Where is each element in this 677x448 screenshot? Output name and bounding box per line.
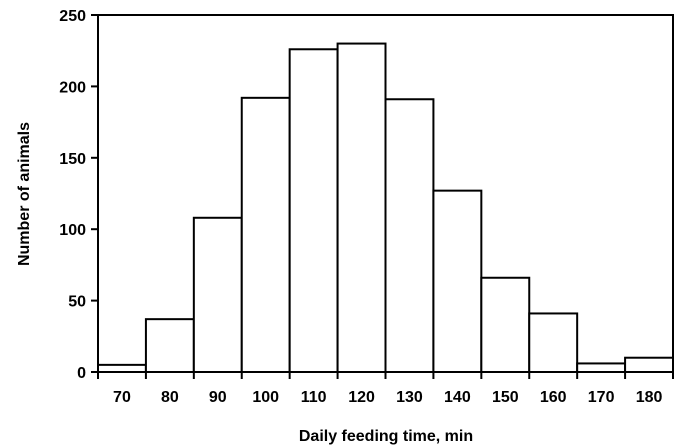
x-axis-title: Daily feeding time, min <box>299 428 473 445</box>
y-tick-label: 50 <box>68 294 86 311</box>
y-tick-label: 200 <box>59 79 86 96</box>
histogram-bar <box>624 356 674 374</box>
histogram-bar <box>97 363 147 373</box>
histogram-bar <box>192 216 243 373</box>
histogram-bar <box>528 312 579 373</box>
y-axis-title: Number of animals <box>16 122 33 266</box>
histogram-bar <box>288 48 339 373</box>
x-tick-label: 170 <box>588 389 615 406</box>
histogram-bar <box>432 189 483 373</box>
x-tick-label: 80 <box>161 389 179 406</box>
x-tick-label: 120 <box>348 389 375 406</box>
histogram-bar <box>336 42 387 374</box>
histogram-bar <box>576 362 627 374</box>
y-tick-label: 250 <box>59 8 86 25</box>
x-tick-label: 110 <box>301 389 327 406</box>
x-tick-label: 180 <box>636 389 663 406</box>
histogram-bar <box>240 96 291 373</box>
x-tick-label: 100 <box>252 389 279 406</box>
x-tick-label: 90 <box>209 389 227 406</box>
y-tick-label: 100 <box>59 222 86 239</box>
histogram-bar <box>384 98 435 373</box>
x-tick-label: 160 <box>540 389 567 406</box>
y-tick-label: 150 <box>59 151 86 168</box>
x-tick-label: 130 <box>396 389 423 406</box>
x-tick-label: 70 <box>113 389 131 406</box>
x-tick-label: 150 <box>492 389 519 406</box>
histogram-bar <box>480 276 531 374</box>
x-tick-label: 140 <box>444 389 471 406</box>
histogram-bar <box>144 318 195 373</box>
y-tick-label: 0 <box>77 365 86 382</box>
